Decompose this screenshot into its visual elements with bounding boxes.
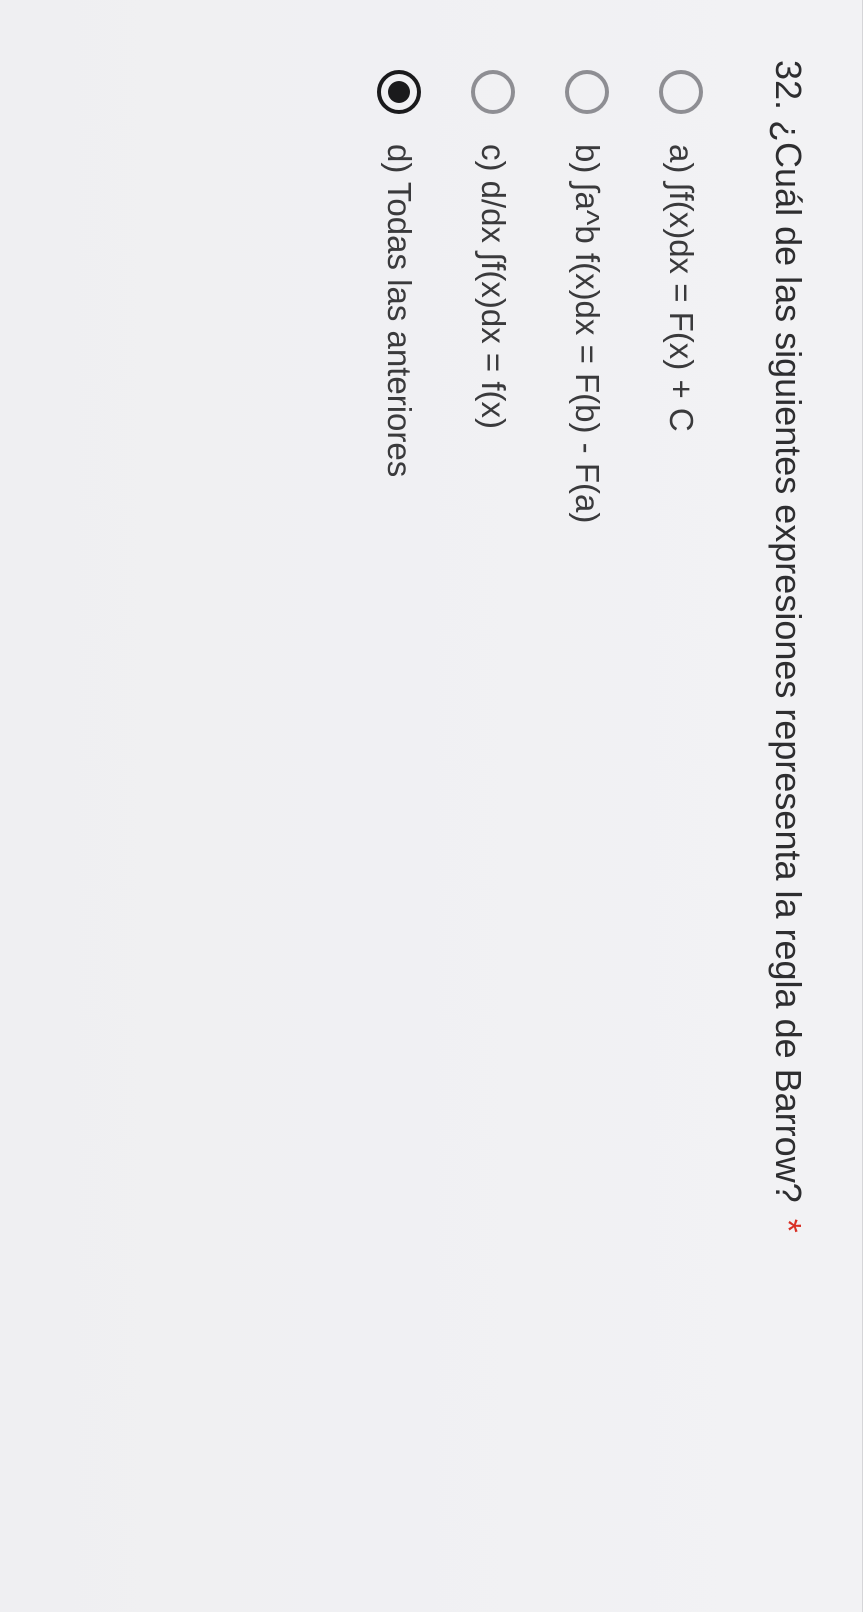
radio-selected-icon[interactable]	[377, 70, 421, 114]
radio-icon[interactable]	[471, 70, 515, 114]
options-group: a) ∫f(x)dx = F(x) + C b) ∫a^b f(x)dx = F…	[377, 60, 703, 1552]
option-label: c) d/dx ∫f(x)dx = f(x)	[474, 144, 512, 429]
radio-icon[interactable]	[565, 70, 609, 114]
option-label: b) ∫a^b f(x)dx = F(b) - F(a)	[568, 144, 606, 523]
radio-dot-icon	[388, 81, 410, 103]
option-label: a) ∫f(x)dx = F(x) + C	[662, 144, 700, 432]
radio-icon[interactable]	[659, 70, 703, 114]
option-b[interactable]: b) ∫a^b f(x)dx = F(b) - F(a)	[565, 70, 609, 1552]
option-label: d) Todas las anteriores	[380, 144, 418, 477]
required-marker: *	[768, 1219, 809, 1233]
option-d[interactable]: d) Todas las anteriores	[377, 70, 421, 1552]
option-a[interactable]: a) ∫f(x)dx = F(x) + C	[659, 70, 703, 1552]
question-text-row: 32. ¿Cuál de las siguientes expresiones …	[763, 60, 812, 1552]
option-c[interactable]: c) d/dx ∫f(x)dx = f(x)	[471, 70, 515, 1552]
question-text: ¿Cuál de las siguientes expresiones repr…	[768, 120, 809, 1203]
question-card: 32. ¿Cuál de las siguientes expresiones …	[0, 0, 863, 1612]
question-number: 32.	[768, 60, 809, 110]
